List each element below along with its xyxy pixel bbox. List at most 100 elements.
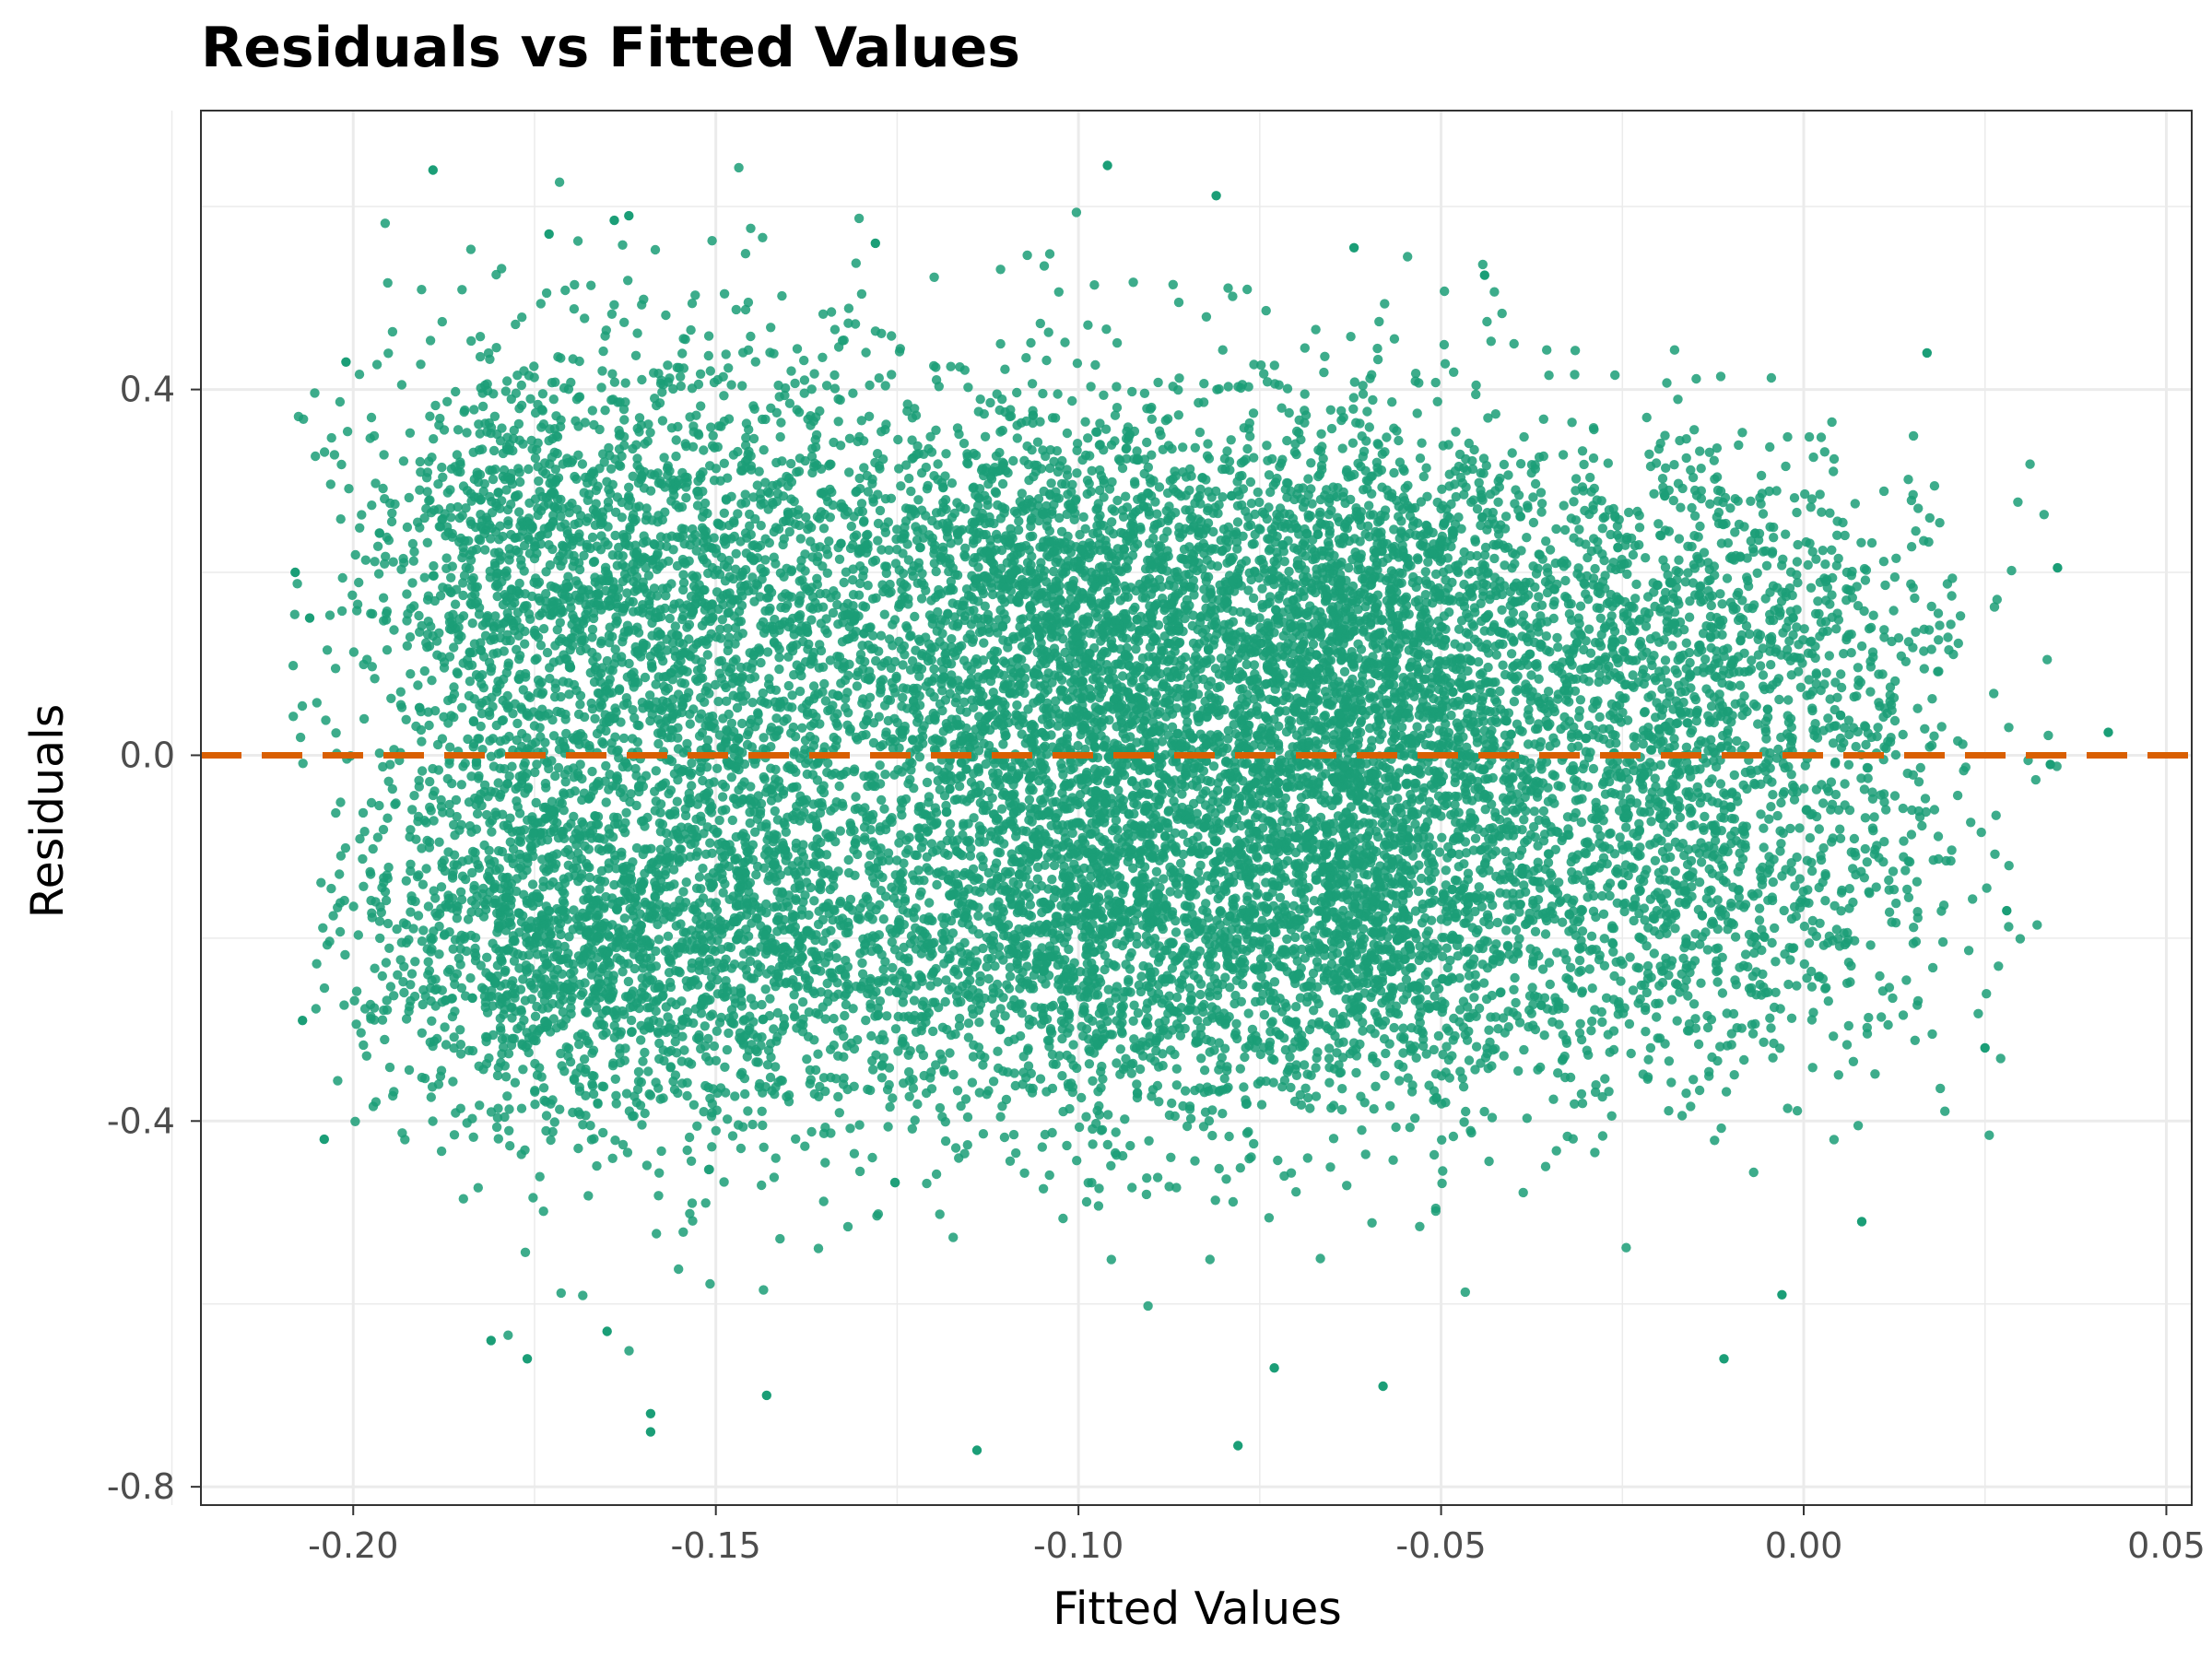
scatter-point: [568, 763, 579, 773]
scatter-point: [716, 521, 727, 531]
scatter-point: [375, 933, 385, 944]
scatter-point: [385, 982, 396, 992]
scatter-point: [657, 781, 667, 791]
scatter-point: [800, 566, 810, 576]
scatter-point: [493, 568, 503, 579]
scatter-point: [422, 487, 432, 497]
scatter-point: [651, 946, 661, 957]
scatter-point: [501, 997, 512, 1007]
scatter-point: [367, 500, 377, 511]
scatter-point: [513, 654, 524, 665]
scatter-point: [838, 801, 848, 811]
scatter-point: [412, 872, 423, 882]
scatter-point: [707, 1142, 717, 1152]
scatter-point: [437, 734, 448, 744]
scatter-point: [504, 439, 515, 450]
scatter-point: [447, 873, 458, 883]
scatter-point: [478, 912, 489, 922]
scatter-point: [873, 518, 884, 529]
scatter-point: [890, 559, 901, 569]
scatter-point: [723, 1114, 733, 1124]
scatter-point: [806, 1075, 816, 1085]
scatter-point: [487, 827, 497, 837]
scatter-point: [342, 427, 353, 437]
scatter-point: [867, 474, 877, 485]
scatter-point: [368, 843, 378, 854]
scatter-point: [491, 1122, 502, 1133]
scatter-point: [541, 1111, 552, 1121]
scatter-point: [709, 533, 719, 543]
scatter-point: [671, 451, 681, 462]
scatter-point: [335, 851, 347, 861]
scatter-point: [512, 802, 523, 812]
scatter-point: [983, 973, 994, 984]
scatter-point: [425, 776, 435, 787]
scatter-point: [485, 491, 495, 502]
scatter-point: [568, 1107, 578, 1118]
scatter-point: [696, 1008, 707, 1018]
scatter-point: [370, 557, 380, 567]
scatter-point: [807, 841, 818, 852]
scatter-point: [607, 550, 618, 560]
scatter-point: [724, 1028, 734, 1039]
scatter-point: [688, 704, 699, 714]
scatter-point: [503, 853, 513, 864]
scatter-point: [406, 669, 416, 679]
scatter-point: [515, 477, 525, 488]
scatter-point: [665, 958, 677, 968]
scatter-point: [726, 380, 736, 390]
scatter-point: [366, 1014, 376, 1024]
scatter-point: [505, 549, 515, 559]
scatter-point: [514, 771, 524, 782]
scatter-point: [651, 679, 661, 689]
scatter-point: [470, 598, 481, 609]
scatter-point: [566, 1003, 576, 1013]
scatter-point: [395, 955, 406, 965]
scatter-point: [634, 781, 644, 791]
scatter-point: [593, 589, 604, 600]
scatter-point: [295, 732, 306, 743]
scatter-point: [574, 1039, 584, 1050]
scatter-point: [630, 540, 641, 550]
scatter-point: [763, 846, 774, 856]
scatter-point: [514, 849, 525, 860]
scatter-point: [624, 1346, 634, 1356]
scatter-point: [324, 610, 335, 620]
scatter-point: [458, 1194, 468, 1204]
scatter-point: [708, 430, 718, 441]
scatter-point: [459, 571, 470, 581]
scatter-point: [665, 881, 676, 891]
scatter-point: [556, 1288, 566, 1299]
scatter-point: [564, 932, 574, 942]
scatter-point: [709, 377, 720, 388]
scatter-point: [563, 571, 573, 582]
scatter-point: [777, 619, 787, 629]
scatter-point: [835, 771, 845, 781]
scatter-point: [601, 1006, 611, 1016]
scatter-point: [607, 631, 618, 641]
scatter-point: [463, 734, 473, 745]
scatter-point: [378, 593, 389, 603]
scatter-point: [636, 1035, 646, 1045]
scatter-point: [557, 905, 568, 916]
scatter-point: [526, 435, 536, 446]
scatter-point: [547, 1095, 558, 1105]
scatter-point: [809, 369, 819, 379]
scatter-point: [377, 1015, 388, 1025]
scatter-point: [631, 842, 642, 853]
scatter-point: [769, 526, 779, 537]
scatter-point: [566, 633, 576, 643]
scatter-point: [712, 827, 723, 837]
scatter-point: [618, 404, 629, 415]
scatter-point: [1044, 249, 1055, 259]
scatter-point: [764, 537, 774, 548]
scatter-point: [485, 735, 495, 746]
scatter-point: [514, 467, 524, 477]
scatter-point: [747, 698, 758, 708]
scatter-point: [539, 953, 550, 964]
scatter-point: [885, 815, 895, 825]
scatter-point: [929, 272, 939, 282]
scatter-point: [492, 648, 502, 658]
scatter-point: [822, 628, 832, 639]
scatter-point: [749, 404, 759, 414]
